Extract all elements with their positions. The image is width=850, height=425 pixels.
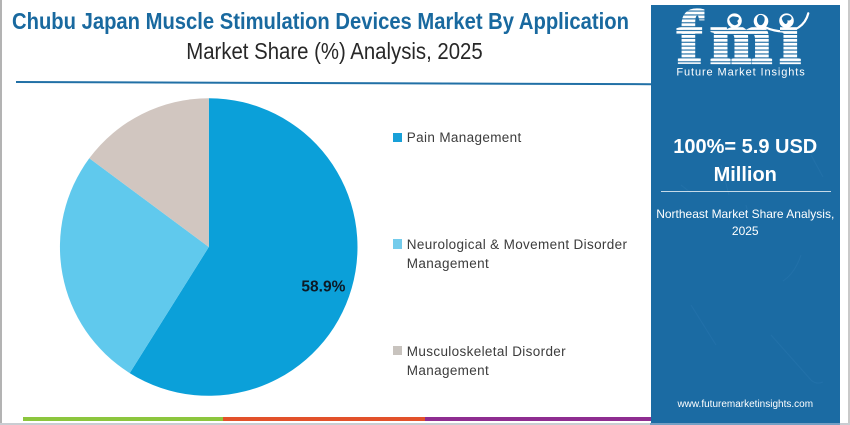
svg-text:58.9%: 58.9%: [301, 278, 345, 295]
svg-text:Future Market Insights: Future Market Insights: [676, 66, 805, 78]
